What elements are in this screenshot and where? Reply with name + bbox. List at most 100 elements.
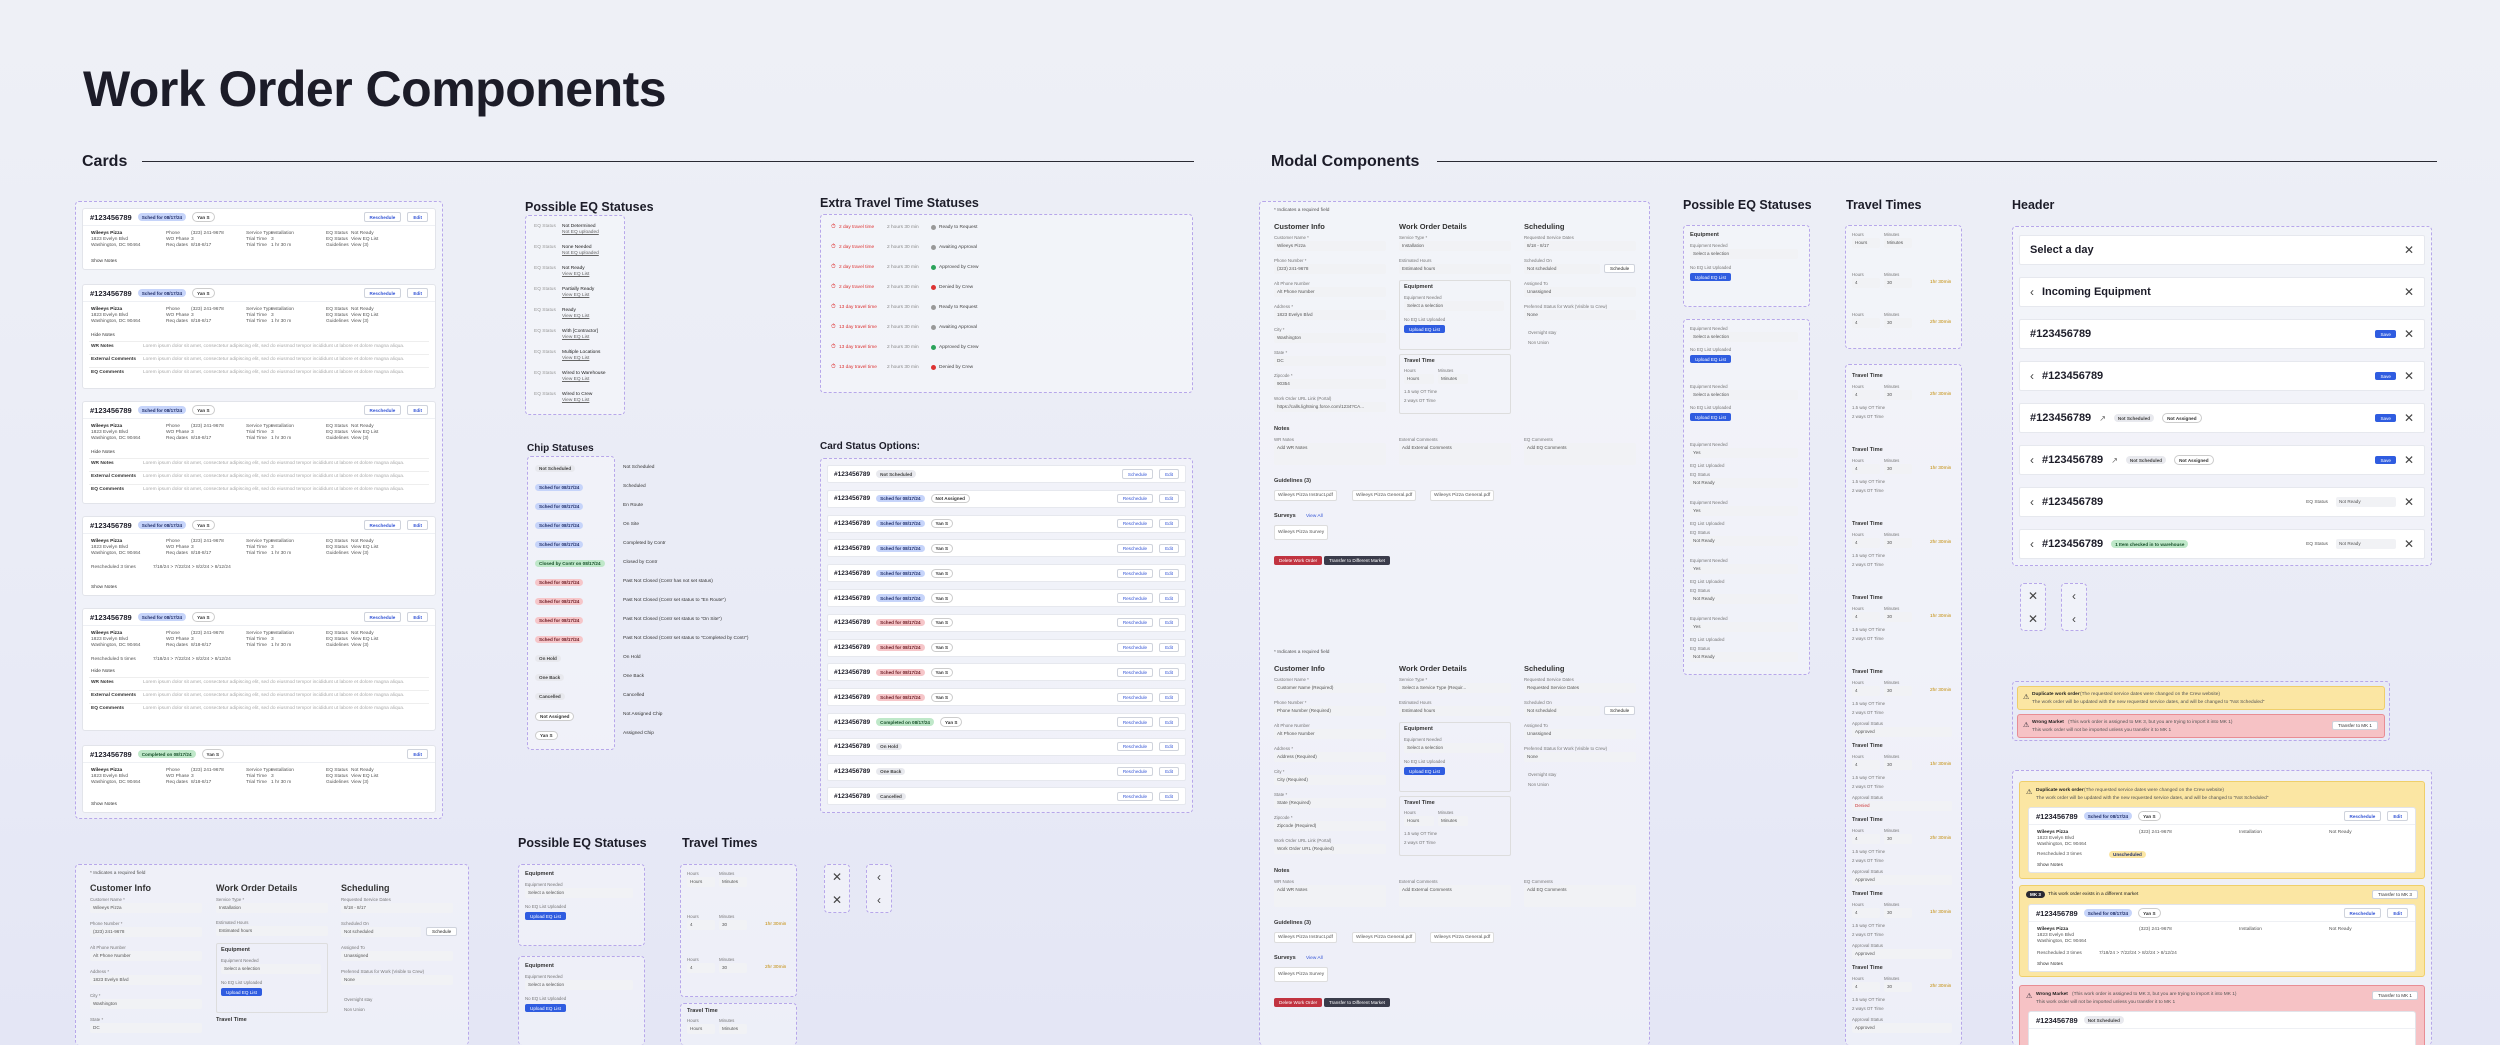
- transfer-button[interactable]: Transfer to MK 3: [2371, 890, 2418, 900]
- save-button[interactable]: Save: [2375, 330, 2396, 338]
- card-status-row[interactable]: #123456789 Sched for 08/17/24 Yan S Resched…: [827, 589, 1186, 607]
- edit-button[interactable]: Edit: [1159, 791, 1179, 802]
- checkbox-label[interactable]: Non Union: [1528, 340, 1549, 345]
- reschedule-button[interactable]: Reschedule: [2343, 811, 2382, 821]
- select-field[interactable]: Select a Service Type (Requir...: [1399, 683, 1511, 693]
- file-chip[interactable]: Wileeys Pizza General.pdf: [1430, 490, 1495, 501]
- select-field[interactable]: Not Ready: [1690, 536, 1798, 546]
- eq-status-link[interactable]: Not EQ uploaded: [562, 230, 599, 235]
- text-field[interactable]: 30: [1884, 834, 1912, 844]
- text-field[interactable]: 30: [1884, 278, 1912, 288]
- reschedule-button[interactable]: Reschedule: [363, 212, 402, 222]
- checkbox-label[interactable]: 1.5 way OT Time: [1852, 405, 1886, 410]
- text-field[interactable]: Hours: [1404, 374, 1434, 384]
- reschedule-button[interactable]: Reschedule: [1116, 568, 1154, 578]
- upload-eq-button[interactable]: Upload EQ List: [525, 912, 566, 920]
- select-field[interactable]: Select a selection: [1690, 332, 1798, 342]
- text-field[interactable]: 30: [1884, 982, 1912, 992]
- close-icon[interactable]: ✕: [2403, 495, 2414, 509]
- edit-button[interactable]: Edit: [1159, 543, 1179, 554]
- reschedule-button[interactable]: Reschedule: [1116, 494, 1154, 504]
- text-field[interactable]: Minutes: [1438, 816, 1468, 826]
- text-field[interactable]: 30: [719, 920, 747, 930]
- save-button[interactable]: Save: [2375, 414, 2396, 422]
- card-status-row[interactable]: #123456789 Sched for 08/17/24 Yan S Resched…: [827, 564, 1186, 583]
- checkbox-label[interactable]: 1.5 way OT Time: [1852, 997, 1886, 1002]
- select-field[interactable]: Select a selection: [525, 980, 633, 990]
- close-icon[interactable]: ✕: [2403, 453, 2414, 467]
- reschedule-button[interactable]: Reschedule: [1116, 766, 1154, 777]
- notes-toggle[interactable]: Show Notes: [2037, 962, 2063, 967]
- transfer-button[interactable]: Transfer to Different Market: [1324, 998, 1390, 1007]
- save-button[interactable]: Save: [2375, 372, 2396, 380]
- text-field[interactable]: City (Required): [1274, 775, 1386, 785]
- checkbox-label[interactable]: 2 ways OT Time: [1852, 488, 1884, 493]
- chevron-left-icon[interactable]: ‹: [2030, 537, 2034, 551]
- select-field[interactable]: Select a selection: [525, 888, 633, 898]
- text-field[interactable]: 4: [1852, 612, 1880, 622]
- text-field[interactable]: Not scheduled: [1524, 706, 1600, 716]
- text-field[interactable]: 1823 Evelyn Blvd: [1274, 310, 1386, 320]
- select-field[interactable]: Denied: [1852, 801, 1952, 811]
- view-all-link[interactable]: View All: [1306, 514, 1323, 519]
- text-field[interactable]: 4: [687, 920, 715, 930]
- import-card-market[interactable]: MK 3 This work order exists in a differen…: [2019, 885, 2425, 977]
- checkbox-label[interactable]: 2 ways OT Time: [1852, 636, 1884, 641]
- eq-status-link[interactable]: View EQ List: [562, 335, 590, 340]
- notes-toggle[interactable]: Hide Notes: [91, 333, 115, 338]
- select-field[interactable]: Approved: [1852, 949, 1952, 959]
- select-field[interactable]: Not Ready: [1690, 478, 1798, 488]
- schedule-button[interactable]: Schedule: [1604, 706, 1636, 716]
- card-status-row[interactable]: #123456789 Cancelled Reschedule Edit: [827, 787, 1186, 806]
- text-field[interactable]: Minutes: [1438, 374, 1468, 384]
- edit-button[interactable]: Edit: [407, 212, 428, 222]
- edit-button[interactable]: Edit: [1159, 518, 1179, 529]
- checkbox-label[interactable]: 2 ways OT Time: [1852, 710, 1884, 715]
- work-order-card[interactable]: #123456789 Sched for 08/17/24 Yan S Resched…: [82, 401, 436, 504]
- card-status-row[interactable]: #123456789 Sched for 08/17/24 Yan S Resched…: [827, 638, 1186, 657]
- work-order-card[interactable]: #123456789 Sched for 08/17/24 Yan S Resched…: [82, 516, 436, 596]
- text-field[interactable]: Unassigned: [1524, 287, 1636, 297]
- file-chip[interactable]: Wileeys Pizza General.pdf: [1352, 490, 1417, 501]
- text-field[interactable]: Address (Required): [1274, 752, 1386, 762]
- edit-button[interactable]: Edit: [2387, 811, 2408, 821]
- text-field[interactable]: Phone Number (Required): [1274, 706, 1386, 716]
- text-field[interactable]: 30: [1884, 686, 1912, 696]
- card-status-row[interactable]: #123456789 Sched for 08/17/24 Yan S Resched…: [827, 539, 1186, 558]
- text-field[interactable]: State (Required): [1274, 798, 1386, 808]
- text-field[interactable]: Hours: [1852, 238, 1880, 248]
- select-field[interactable]: Installation: [216, 903, 328, 913]
- textarea[interactable]: Add EQ Comments: [1524, 885, 1636, 907]
- schedule-button[interactable]: Schedule: [1604, 264, 1636, 274]
- card-status-row[interactable]: #123456789 Not Scheduled Schedule Edit: [827, 465, 1186, 483]
- checkbox-label[interactable]: 2 ways OT Time: [1852, 1006, 1884, 1011]
- checkbox-label[interactable]: 2 ways OT Time: [1404, 398, 1436, 403]
- edit-button[interactable]: Edit: [1159, 766, 1179, 777]
- text-field[interactable]: 30: [1884, 538, 1912, 548]
- upload-eq-button[interactable]: Upload EQ List: [1404, 767, 1445, 775]
- edit-button[interactable]: Edit: [1159, 494, 1179, 504]
- close-icon[interactable]: ✕: [831, 869, 843, 884]
- checkbox-label[interactable]: Overnight stay: [1528, 330, 1557, 335]
- card-status-row[interactable]: #123456789 On Hold Reschedule Edit: [827, 737, 1186, 756]
- text-field[interactable]: Alt Phone Number: [1274, 287, 1386, 297]
- upload-eq-button[interactable]: Upload EQ List: [1690, 355, 1731, 363]
- text-field[interactable]: Alt Phone Number: [1274, 729, 1386, 739]
- chevron-left-icon[interactable]: ‹: [877, 893, 881, 908]
- reschedule-button[interactable]: Reschedule: [1116, 742, 1154, 752]
- text-field[interactable]: Wileeys Pizza: [90, 903, 202, 913]
- text-field[interactable]: Hours: [687, 1024, 715, 1034]
- text-field[interactable]: 30: [1884, 908, 1912, 918]
- text-field[interactable]: 8/18 - 8/17: [341, 903, 453, 913]
- text-field[interactable]: Customer Name (Required): [1274, 683, 1386, 693]
- text-field[interactable]: Not scheduled: [1524, 264, 1600, 274]
- card-status-row[interactable]: #123456789 Completed on 08/17/24 Yan S Resc…: [827, 713, 1186, 731]
- checkbox-label[interactable]: 1.5 way OT Time: [1852, 701, 1886, 706]
- textarea[interactable]: Add WR Notes: [1274, 443, 1386, 465]
- eq-status-link[interactable]: View EQ List: [562, 314, 590, 319]
- chevron-left-icon[interactable]: ‹: [2072, 611, 2076, 626]
- text-field[interactable]: 4: [1852, 390, 1880, 400]
- reschedule-button[interactable]: Reschedule: [363, 288, 402, 298]
- textarea[interactable]: Add EQ Comments: [1524, 443, 1636, 465]
- select-field[interactable]: Yes: [1690, 448, 1798, 458]
